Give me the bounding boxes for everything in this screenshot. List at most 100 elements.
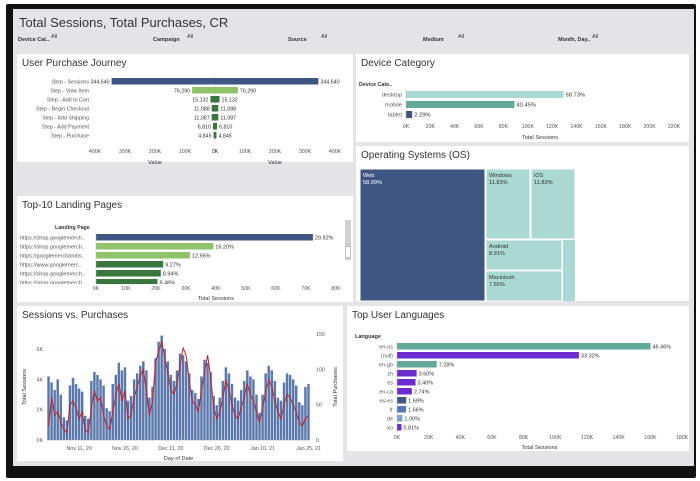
column-header: Device Cate.. xyxy=(359,82,393,88)
os-name: Windows xyxy=(489,173,512,179)
landing-rows: https://shop.googlemerch.. 29.92% https://… xyxy=(20,234,334,284)
x-tick: 0K xyxy=(403,124,410,130)
session-bar xyxy=(160,335,163,440)
language-label: ko xyxy=(387,426,393,432)
os-percent: 8.91% xyxy=(489,251,505,257)
y-tick-right: 50 xyxy=(316,403,322,409)
x-tick-right: 0K xyxy=(212,149,219,155)
x-tick-left: 200K xyxy=(149,149,162,155)
x-tick: 60K xyxy=(474,124,484,130)
bar xyxy=(397,424,402,431)
os-treemap: Web58.99%Windows11.83%iOS11.83%Android8.… xyxy=(359,168,576,302)
bar xyxy=(96,234,313,241)
session-bar xyxy=(243,380,246,440)
bar-left xyxy=(210,96,215,103)
filter-month-day[interactable]: Month, Day.. All xyxy=(558,34,598,43)
scrollbar-thumb[interactable] xyxy=(345,246,351,258)
session-bar xyxy=(93,371,96,440)
value-label: 7.28% xyxy=(439,363,455,369)
filter-device-category[interactable]: Device Cat.. All xyxy=(18,34,57,43)
session-bar xyxy=(212,396,215,440)
y-tick-left: 2K xyxy=(37,408,44,414)
session-bar xyxy=(200,376,203,440)
category-label: Step - Add Payment xyxy=(42,125,90,131)
session-bar xyxy=(276,397,280,440)
session-bar xyxy=(203,359,206,440)
dashboard-title: Total Sessions, Total Purchases, CR xyxy=(19,15,229,30)
filter-value[interactable]: All xyxy=(321,34,328,40)
value-label-right: 4,845 xyxy=(218,133,231,139)
session-bar xyxy=(120,370,124,440)
session-bar xyxy=(59,394,62,440)
session-bar xyxy=(50,382,53,440)
value-label: 12.96% xyxy=(192,254,211,260)
x-tick: Dec 26, 20 xyxy=(204,446,230,452)
x-tick: 80K xyxy=(331,286,341,292)
bar xyxy=(397,343,651,350)
x-tick: 40K xyxy=(211,286,221,292)
value-label: 0.81% xyxy=(403,426,419,432)
category-label: tablet xyxy=(388,113,403,119)
session-bar xyxy=(206,362,209,440)
language-label: es xyxy=(387,381,393,387)
filter-value[interactable]: All xyxy=(458,34,465,40)
filter-label: Source xyxy=(288,37,307,43)
x-tick: 30K xyxy=(181,286,191,292)
value-label: 33.32% xyxy=(581,354,600,360)
bar xyxy=(397,415,403,422)
session-bar xyxy=(169,374,173,440)
x-tick: 50K xyxy=(241,286,251,292)
category-label: Step - Begin Checkout xyxy=(36,107,90,113)
session-bar xyxy=(291,379,295,440)
os-block-ios xyxy=(530,168,576,240)
filter-campaign[interactable]: Campaign All xyxy=(153,34,193,43)
filter-label: Campaign xyxy=(153,37,180,43)
session-bar xyxy=(288,374,292,440)
device-chart: Device Cate.. desktop 58.73% mobile 40.45% ta… xyxy=(359,82,681,141)
category-label: mobile xyxy=(385,103,402,109)
language-label: (null) xyxy=(381,354,393,360)
session-bar xyxy=(129,396,133,440)
landing-page-url: https://shop.googlemerch.. xyxy=(20,272,85,278)
bar-left xyxy=(211,105,215,112)
x-tick-left: 300K xyxy=(119,149,132,155)
session-bar xyxy=(264,373,267,440)
landing-page-url: https://googlemerchandis.. xyxy=(20,254,85,260)
value-label: 46.46% xyxy=(652,345,671,351)
bar-left xyxy=(213,132,215,139)
dashboard: Total Sessions, Total Purchases, CR Devi… xyxy=(13,9,694,466)
session-bar xyxy=(166,361,170,440)
scrollbar[interactable] xyxy=(345,220,351,260)
x-tick: 220K xyxy=(668,124,681,130)
y-tick-right: 0 xyxy=(316,438,319,444)
session-bar xyxy=(221,380,225,440)
x-tick: 20K xyxy=(424,435,434,441)
session-bar xyxy=(77,388,81,440)
filter-value[interactable]: All xyxy=(51,34,58,40)
filter-medium[interactable]: Medium All xyxy=(423,34,464,43)
x-tick: 120K xyxy=(546,124,559,130)
session-bar xyxy=(114,374,118,440)
os-name: Android xyxy=(489,244,508,250)
filter-value[interactable]: All xyxy=(187,34,194,40)
filter-source[interactable]: Source All xyxy=(288,34,327,43)
bar xyxy=(397,379,416,386)
category-label: Step - Add to Cart xyxy=(47,98,90,104)
panel-title: Top User Languages xyxy=(352,310,445,321)
os-name: Web xyxy=(363,173,374,179)
session-bar xyxy=(249,376,252,440)
session-bar xyxy=(80,391,84,440)
bar xyxy=(96,261,164,268)
os-block-android xyxy=(485,239,563,271)
session-bar xyxy=(261,394,264,440)
filter-label: Medium xyxy=(423,37,444,43)
session-bar xyxy=(191,390,194,440)
y-tick-left: 4K xyxy=(37,377,44,383)
landing-page-url: https://shop.googlemerch.. xyxy=(20,245,85,251)
bar-right xyxy=(215,78,319,85)
x-tick-right: 300K xyxy=(299,149,312,155)
bar xyxy=(406,101,515,108)
session-bar xyxy=(172,380,176,440)
x-tick: 0K xyxy=(93,286,100,292)
filter-value[interactable]: All xyxy=(592,34,599,40)
